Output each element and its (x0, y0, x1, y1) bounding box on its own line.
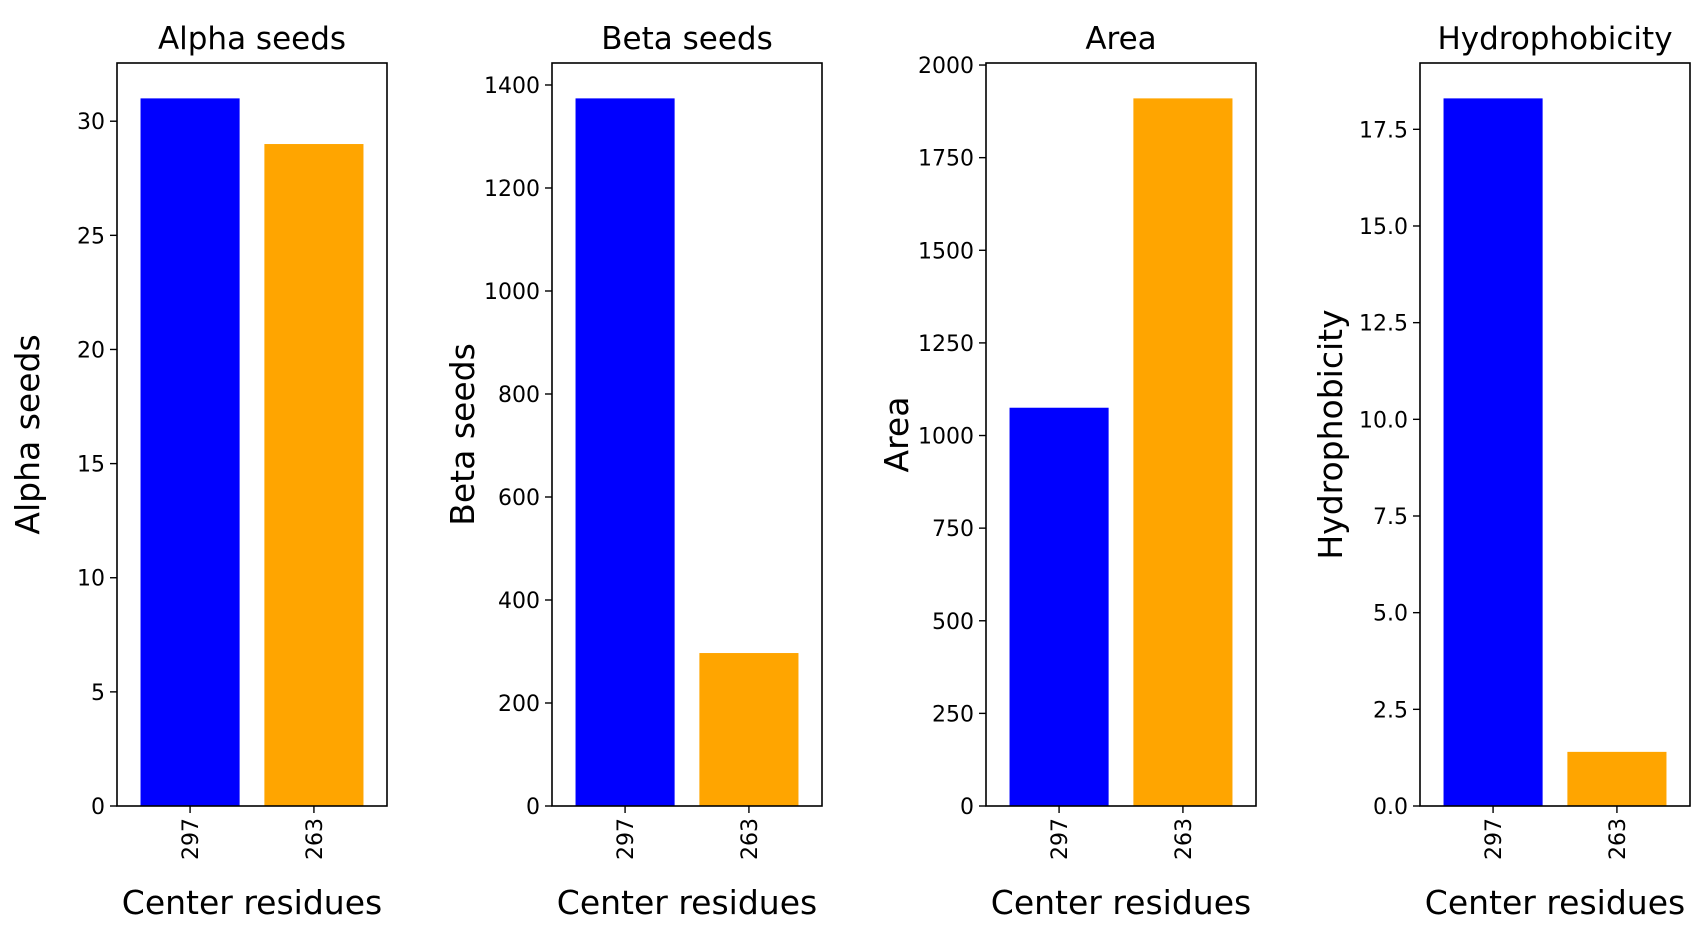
y-axis-label: Alpha seeds (8, 334, 47, 534)
bar-297 (140, 98, 240, 806)
y-tick-label: 2000 (918, 54, 974, 79)
y-tick-label: 15 (77, 453, 105, 478)
x-tick-label: 297 (1048, 818, 1073, 860)
y-tick-label: 7.5 (1373, 505, 1408, 530)
chart-panel-3: 0.0 2.5 5.0 7.5 10.0 12.5 15.0 17.5 297 263 Hydrop… (1311, 21, 1691, 922)
y-tick-label: 200 (498, 692, 540, 717)
y-tick-label: 1000 (918, 425, 974, 450)
x-tick-label: 263 (1172, 818, 1197, 860)
y-tick-label: 1200 (484, 177, 540, 202)
bar-263 (1567, 751, 1667, 806)
x-tick-label: 297 (614, 818, 639, 860)
y-tick-label: 2.5 (1373, 698, 1408, 723)
chart-title: Hydrophobicity (1437, 21, 1672, 57)
chart-title: Area (1085, 21, 1156, 57)
chart-title: Alpha seeds (158, 21, 346, 57)
plot-frame (1419, 62, 1691, 807)
y-tick-label: 400 (498, 589, 540, 614)
y-tick-label: 500 (932, 610, 974, 635)
y-tick-label: 17.5 (1359, 118, 1408, 143)
y-tick-label: 1250 (918, 332, 974, 357)
x-tick-label: 297 (179, 818, 204, 860)
y-tick-label: 10 (77, 567, 105, 592)
y-tick-label: 25 (77, 224, 105, 249)
y-tick-label: 5.0 (1373, 602, 1408, 627)
y-tick-label: 30 (77, 110, 105, 135)
bar-263 (1133, 98, 1233, 806)
y-tick-label: 1750 (918, 147, 974, 172)
bar-297 (1009, 407, 1109, 806)
x-tick-label: 263 (738, 818, 763, 860)
y-tick-label: 1000 (484, 280, 540, 305)
y-tick-label: 0 (526, 795, 540, 820)
y-tick-label: 12.5 (1359, 312, 1408, 337)
y-tick-label: 5 (91, 681, 105, 706)
x-axis-label: Center residues (1425, 883, 1685, 922)
y-tick-label: 750 (932, 517, 974, 542)
x-tick-label: 263 (1606, 818, 1631, 860)
y-axis-label: Hydrophobicity (1311, 309, 1350, 559)
x-axis-label: Center residues (991, 883, 1251, 922)
y-tick-label: 10.0 (1359, 408, 1408, 433)
chart-panel-1: 0 200 400 600 800 1000 1200 1400 297 263 Beta seed… (443, 21, 823, 922)
y-tick-label: 250 (932, 702, 974, 727)
bar-263 (699, 653, 799, 806)
y-tick-label: 15.0 (1359, 215, 1408, 240)
bar-263 (264, 144, 364, 806)
bar-297 (1443, 98, 1543, 806)
y-tick-label: 1500 (918, 239, 974, 264)
x-axis-label: Center residues (557, 883, 817, 922)
y-tick-label: 0 (91, 795, 105, 820)
y-axis-label: Beta seeds (443, 343, 482, 526)
plot-frame (551, 62, 823, 807)
x-tick-label: 263 (303, 818, 328, 860)
chart-panel-2: 0 250 500 750 1000 1250 1500 1750 2000 297 263 Area… (877, 21, 1257, 922)
y-tick-label: 20 (77, 338, 105, 363)
plot-frame (116, 62, 388, 807)
y-tick-label: 0 (960, 795, 974, 820)
y-tick-label: 0.0 (1373, 795, 1408, 820)
y-tick-label: 1400 (484, 74, 540, 99)
y-tick-label: 600 (498, 486, 540, 511)
x-axis-label: Center residues (122, 883, 382, 922)
chart-panel-0: 0 5 10 15 20 25 30 297 263 Alpha seeds Center resi… (8, 21, 388, 922)
plot-frame (985, 62, 1257, 807)
y-axis-label: Area (877, 397, 916, 473)
y-tick-label: 800 (498, 383, 540, 408)
bar-297 (575, 98, 675, 806)
chart-title: Beta seeds (601, 21, 772, 57)
x-tick-label: 297 (1482, 818, 1507, 860)
